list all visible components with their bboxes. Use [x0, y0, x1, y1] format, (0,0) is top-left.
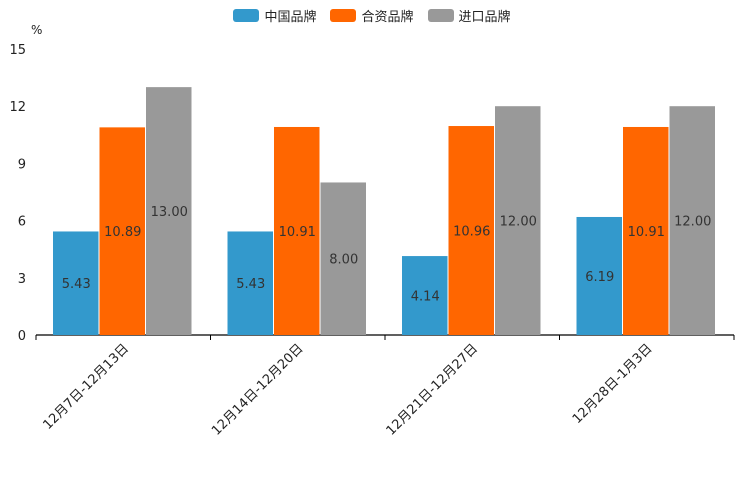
x-tick-label: 12月14日-12月20日	[209, 341, 306, 438]
bar[interactable]	[623, 126, 669, 335]
legend-item[interactable]: 中国品牌	[233, 6, 316, 25]
bar[interactable]	[53, 231, 99, 335]
legend-swatch	[427, 9, 454, 22]
bar[interactable]	[576, 216, 623, 335]
x-axis: 12月7日-12月13日 12月14日-12月20日 12月21日-12月27日 12…	[35, 334, 735, 439]
legend-swatch	[330, 9, 357, 22]
bar[interactable]	[448, 126, 495, 336]
legend-swatch	[233, 9, 260, 22]
legend-item[interactable]: 合资品牌	[330, 6, 414, 25]
bars-group	[53, 87, 716, 336]
y-tick-label: 0	[18, 329, 26, 344]
bar-value-label: 6.19	[585, 270, 614, 285]
bar-value-label: 10.96	[453, 225, 490, 240]
y-axis-unit-label: %	[31, 23, 42, 37]
bar-value-label: 4.14	[411, 290, 440, 305]
bar[interactable]	[669, 106, 716, 335]
legend-item[interactable]: 进口品牌	[427, 6, 511, 25]
bar-value-label: 12.00	[674, 215, 711, 230]
bar-labels-group: 5.43 5.43 4.14 6.19 10.89 10.91 10.96 10.91 13.0…	[62, 205, 712, 304]
y-tick-label: 6	[18, 215, 26, 230]
y-tick-label: 3	[18, 272, 26, 287]
bar[interactable]	[274, 126, 320, 335]
x-tick-label: 12月7日-12月13日	[40, 341, 132, 433]
bar-value-label: 10.91	[279, 225, 316, 240]
legend-label: 中国品牌	[264, 10, 317, 25]
bar-value-label: 10.89	[104, 225, 141, 240]
legend-label: 进口品牌	[458, 10, 511, 25]
y-tick-label: 12	[9, 100, 26, 115]
legend-label: 合资品牌	[361, 10, 414, 25]
bar[interactable]	[146, 87, 192, 335]
bar-value-label: 5.43	[236, 277, 265, 292]
bar-value-label: 12.00	[500, 215, 537, 230]
bar-value-label: 10.91	[628, 225, 665, 240]
x-tick-label: 12月28日-1月3日	[570, 341, 656, 427]
bar-value-label: 8.00	[329, 253, 358, 268]
bar[interactable]	[99, 127, 146, 335]
y-tick-label: 9	[18, 157, 26, 172]
bar[interactable]	[495, 106, 541, 335]
bar[interactable]	[402, 256, 448, 335]
y-tick-label: 15	[9, 43, 26, 58]
bar-value-label: 13.00	[151, 205, 188, 220]
x-tick-label: 12月21日-12月27日	[384, 341, 481, 438]
bar[interactable]	[227, 231, 274, 335]
legend: 中国品牌 合资品牌 进口品牌	[0, 6, 744, 25]
y-axis: 0 3 6 9 12 15	[9, 43, 26, 344]
bar-value-label: 5.43	[62, 277, 91, 292]
bar[interactable]	[320, 182, 367, 335]
